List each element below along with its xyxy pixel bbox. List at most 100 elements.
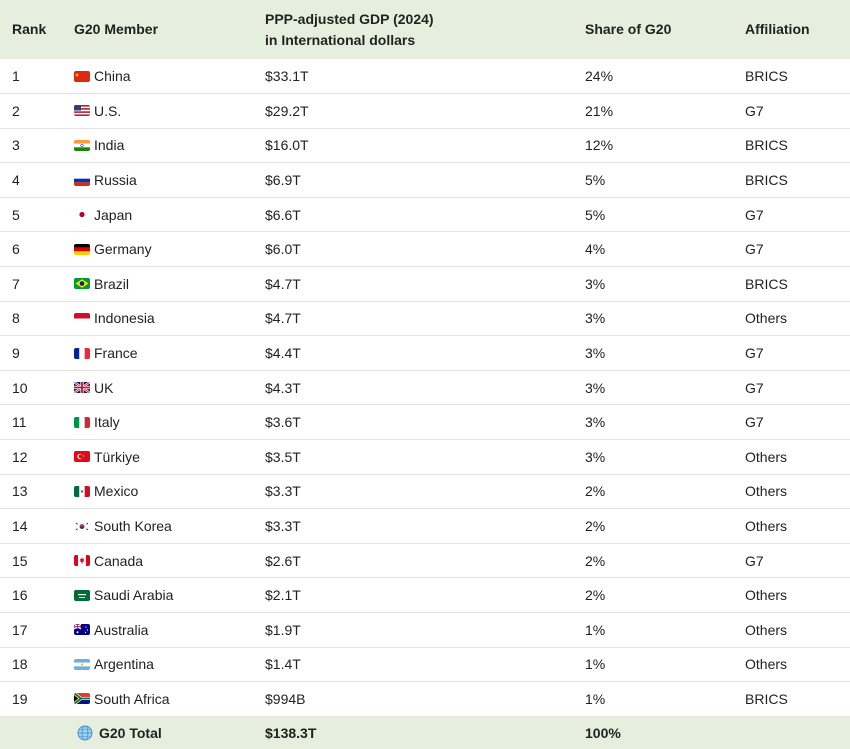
share-cell: 1% bbox=[585, 656, 606, 673]
gdp-cell: $29.2T bbox=[265, 102, 309, 119]
share-cell: 3% bbox=[585, 448, 606, 465]
share-cell: 3% bbox=[585, 310, 606, 327]
gdp-header-line1: PPP-adjusted GDP (2024) bbox=[265, 10, 434, 27]
member-name: Argentina bbox=[94, 656, 154, 673]
rank-cell: 3 bbox=[12, 137, 20, 154]
share-cell: 4% bbox=[585, 241, 606, 258]
gdp-cell: $16.0T bbox=[265, 137, 309, 154]
rank-cell: 8 bbox=[12, 310, 20, 327]
gdp-cell: $4.7T bbox=[265, 310, 301, 327]
affiliation-cell: BRICS bbox=[745, 137, 788, 154]
member-name: South Africa bbox=[94, 690, 170, 707]
affiliation-cell: Others bbox=[745, 621, 788, 638]
member-cell: Indonesia bbox=[62, 301, 253, 336]
us-flag-icon bbox=[74, 105, 90, 117]
share-cell: 5% bbox=[585, 172, 606, 189]
member-name: U.S. bbox=[94, 102, 122, 119]
gdp-cell: $3.6T bbox=[265, 414, 301, 431]
share-cell: 12% bbox=[585, 137, 614, 154]
gdp-cell: $2.1T bbox=[265, 587, 301, 604]
indonesia-flag-icon bbox=[74, 312, 90, 324]
rank-cell: 1 bbox=[12, 68, 20, 85]
france-flag-icon bbox=[74, 347, 90, 359]
turkiye-flag-icon bbox=[74, 451, 90, 463]
rank-cell: 19 bbox=[12, 690, 28, 707]
table-header: Rank G20 Member PPP-adjusted GDP (2024) … bbox=[0, 0, 850, 59]
member-name: Türkiye bbox=[94, 448, 140, 465]
gdp-cell: $3.3T bbox=[265, 483, 301, 500]
rank-cell: 13 bbox=[12, 483, 28, 500]
share-cell: 2% bbox=[585, 587, 606, 604]
total-member-label: G20 Total bbox=[99, 725, 162, 742]
gdp-cell: $6.9T bbox=[265, 172, 301, 189]
affiliation-cell: G7 bbox=[745, 379, 764, 396]
affiliation-cell: G7 bbox=[745, 241, 764, 258]
total-gdp-cell: $138.3T bbox=[265, 725, 317, 742]
south-korea-flag-icon bbox=[74, 520, 90, 532]
germany-flag-icon bbox=[74, 243, 90, 255]
russia-flag-icon bbox=[74, 174, 90, 186]
table-row: 4 Russia $6.9T 5% BRICS bbox=[0, 163, 850, 198]
affiliation-cell: G7 bbox=[745, 345, 764, 362]
header-row: Rank G20 Member PPP-adjusted GDP (2024) … bbox=[0, 0, 850, 59]
uk-flag-icon bbox=[74, 382, 90, 394]
china-flag-icon bbox=[74, 70, 90, 82]
affiliation-cell: BRICS bbox=[745, 275, 788, 292]
rank-cell: 2 bbox=[12, 102, 20, 119]
table-row: 8 Indonesia $4.7T 3% Others bbox=[0, 301, 850, 336]
affiliation-cell: BRICS bbox=[745, 68, 788, 85]
table-row: 14 South Korea $3.3T 2% Others bbox=[0, 509, 850, 544]
affiliation-cell: G7 bbox=[745, 552, 764, 569]
rank-cell: 4 bbox=[12, 172, 20, 189]
gdp-cell: $6.6T bbox=[265, 206, 301, 223]
member-cell: South Africa bbox=[62, 682, 253, 717]
member-cell: Japan bbox=[62, 197, 253, 232]
share-cell: 24% bbox=[585, 68, 614, 85]
member-name: Canada bbox=[94, 552, 144, 569]
gdp-cell: $3.3T bbox=[265, 518, 301, 535]
affiliation-cell: G7 bbox=[745, 414, 764, 431]
india-flag-icon bbox=[74, 139, 90, 151]
rank-cell: 7 bbox=[12, 275, 20, 292]
gdp-header: PPP-adjusted GDP (2024) in International… bbox=[253, 0, 573, 59]
member-name: Russia bbox=[94, 172, 137, 189]
rank-cell: 9 bbox=[12, 345, 20, 362]
share-cell: 3% bbox=[585, 275, 606, 292]
table-row: 18 Argentina $1.4T 1% Others bbox=[0, 647, 850, 682]
member-cell: Mexico bbox=[62, 474, 253, 509]
gdp-cell: $2.6T bbox=[265, 552, 301, 569]
rank-cell: 6 bbox=[12, 241, 20, 258]
affiliation-cell: G7 bbox=[745, 206, 764, 223]
gdp-cell: $4.4T bbox=[265, 345, 301, 362]
member-cell: Brazil bbox=[62, 267, 253, 302]
member-cell: South Korea bbox=[62, 509, 253, 544]
gdp-cell: $6.0T bbox=[265, 241, 301, 258]
member-name: Japan bbox=[94, 206, 133, 223]
total-member-cell: G20 Total bbox=[62, 716, 253, 749]
table-row: 2 U.S. $29.2T 21% G7 bbox=[0, 94, 850, 129]
gdp-cell: $33.1T bbox=[265, 68, 309, 85]
rank-cell: 18 bbox=[12, 656, 28, 673]
member-cell: Italy bbox=[62, 405, 253, 440]
affiliation-cell: BRICS bbox=[745, 690, 788, 707]
member-cell: Türkiye bbox=[62, 440, 253, 475]
mexico-flag-icon bbox=[74, 485, 90, 497]
member-cell: Russia bbox=[62, 163, 253, 198]
member-name: India bbox=[94, 137, 125, 154]
member-name: Italy bbox=[94, 414, 120, 431]
argentina-flag-icon bbox=[74, 658, 90, 670]
share-cell: 1% bbox=[585, 690, 606, 707]
table-row: 19 South Africa $994B 1% BRICS bbox=[0, 682, 850, 717]
total-row: G20 Total $138.3T 100% bbox=[0, 716, 850, 749]
member-cell: Saudi Arabia bbox=[62, 578, 253, 613]
saudi-arabia-flag-icon bbox=[74, 589, 90, 601]
rank-cell: 17 bbox=[12, 621, 28, 638]
share-cell: 3% bbox=[585, 345, 606, 362]
affiliation-cell: BRICS bbox=[745, 172, 788, 189]
member-cell: India bbox=[62, 128, 253, 163]
gdp-cell: $1.9T bbox=[265, 621, 301, 638]
total-rank-cell bbox=[0, 716, 62, 749]
member-cell: Australia bbox=[62, 613, 253, 648]
rank-header: Rank bbox=[12, 21, 47, 37]
